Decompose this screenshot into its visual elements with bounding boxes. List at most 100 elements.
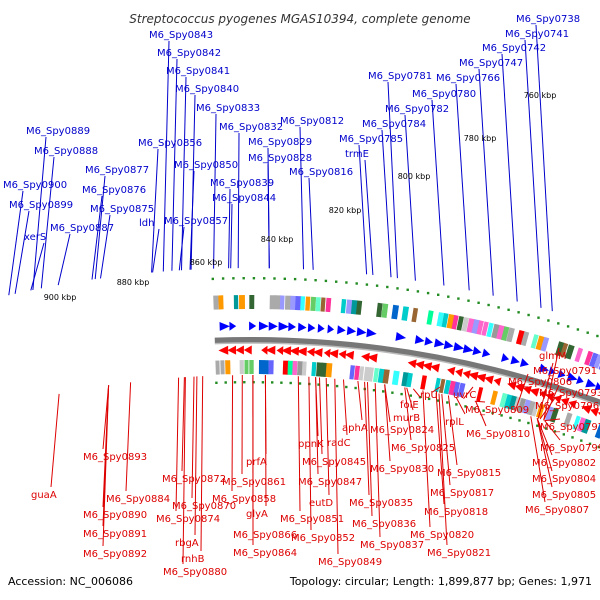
gene-label[interactable]: M6_Spy0817 bbox=[430, 488, 494, 499]
gene-label[interactable]: M6_Spy0900 bbox=[3, 180, 67, 191]
gene-label[interactable]: M6_Spy0781 bbox=[368, 71, 432, 82]
gene-label[interactable]: M6_Spy0832 bbox=[219, 122, 283, 133]
gene-label[interactable]: M6_Spy0796 bbox=[535, 401, 599, 412]
gene-label[interactable]: M6_Spy0810 bbox=[466, 429, 530, 440]
gene-label[interactable]: M6_Spy0841 bbox=[166, 66, 230, 77]
gene-label[interactable]: M6_Spy0791 bbox=[533, 366, 597, 377]
gene-label[interactable]: M6_Spy0888 bbox=[34, 146, 98, 157]
gene-label[interactable]: M6_Spy0833 bbox=[196, 103, 260, 114]
gene-label[interactable]: M6_Spy0837 bbox=[360, 540, 424, 551]
gene-label[interactable]: M6_Spy0849 bbox=[318, 557, 382, 568]
gene-label[interactable]: M6_Spy0875 bbox=[90, 204, 154, 215]
gene-label[interactable]: M6_Spy0830 bbox=[370, 464, 434, 475]
gene-label[interactable]: aphA bbox=[342, 423, 368, 434]
reverse-gene-arrow bbox=[338, 350, 347, 360]
gene-label[interactable]: M6_Spy0784 bbox=[362, 119, 426, 130]
gene-label[interactable]: rpU bbox=[420, 390, 438, 401]
gene-label[interactable]: M6_Spy0880 bbox=[163, 567, 227, 578]
label-leader-line bbox=[50, 393, 60, 488]
gene-label[interactable]: M6_Spy0804 bbox=[532, 474, 596, 485]
gene-label[interactable]: M6_Spy0899 bbox=[9, 200, 73, 211]
forward-cog-block bbox=[213, 295, 219, 310]
label-leader-line bbox=[94, 175, 106, 280]
gene-label[interactable]: M6_Spy0799 bbox=[540, 443, 600, 454]
reverse-cog-block bbox=[581, 418, 592, 434]
gene-label[interactable]: M6_Spy0802 bbox=[532, 458, 596, 469]
gene-label[interactable]: M6_Spy0836 bbox=[352, 519, 416, 530]
gene-label[interactable]: M6_Spy0877 bbox=[85, 165, 149, 176]
gene-label[interactable]: rplL bbox=[445, 417, 464, 428]
gene-label[interactable]: M6_Spy0821 bbox=[427, 548, 491, 559]
gene-label[interactable]: xerS bbox=[24, 232, 46, 243]
gene-label[interactable]: M6_Spy0887 bbox=[50, 223, 114, 234]
gene-label[interactable]: M6_Spy0876 bbox=[82, 185, 146, 196]
gene-label[interactable]: murB bbox=[393, 413, 420, 424]
gene-label[interactable]: M6_Spy0820 bbox=[410, 530, 474, 541]
gene-label[interactable]: glmM bbox=[539, 351, 567, 362]
gene-label[interactable]: M6_Spy0856 bbox=[138, 138, 202, 149]
gene-label[interactable]: M6_Spy0874 bbox=[156, 514, 220, 525]
gene-label[interactable]: radC bbox=[327, 438, 351, 449]
gene-label[interactable]: M6_Spy0812 bbox=[280, 116, 344, 127]
gene-label[interactable]: M6_Spy0828 bbox=[248, 153, 312, 164]
label-leader-line bbox=[267, 163, 270, 269]
gene-label[interactable]: M6_Spy0809 bbox=[465, 405, 529, 416]
gene-label[interactable]: M6_Spy0870 bbox=[172, 501, 236, 512]
gene-label[interactable]: M6_Spy0884 bbox=[106, 494, 170, 505]
gene-label[interactable]: M6_Spy0872 bbox=[162, 474, 226, 485]
label-leader-line bbox=[524, 39, 542, 308]
gene-label[interactable]: M6_Spy0842 bbox=[157, 48, 221, 59]
gene-label[interactable]: M6_Spy0807 bbox=[525, 505, 589, 516]
gene-label[interactable]: M6_Spy0806 bbox=[508, 377, 572, 388]
gene-label[interactable]: M6_Spy0825 bbox=[391, 443, 455, 454]
gene-label[interactable]: M6_Spy0840 bbox=[175, 84, 239, 95]
gene-label[interactable]: ppnK bbox=[298, 439, 324, 450]
gene-label[interactable]: M6_Spy0797 bbox=[540, 422, 600, 433]
gene-label[interactable]: M6_Spy0805 bbox=[532, 490, 596, 501]
gene-label[interactable]: M6_Spy0843 bbox=[149, 30, 213, 41]
gene-label[interactable]: M6_Spy0829 bbox=[248, 137, 312, 148]
gene-label[interactable]: M6_Spy0866 bbox=[233, 530, 297, 541]
gene-label[interactable]: M6_Spy0816 bbox=[289, 167, 353, 178]
gene-label[interactable]: M6_Spy0861 bbox=[222, 477, 286, 488]
gene-label[interactable]: M6_Spy0818 bbox=[424, 507, 488, 518]
gene-label[interactable]: trmE bbox=[345, 149, 369, 160]
gene-label[interactable]: M6_Spy0858 bbox=[212, 494, 276, 505]
gene-label[interactable]: M6_Spy0782 bbox=[385, 104, 449, 115]
gene-label[interactable]: prfA bbox=[246, 457, 267, 468]
gene-label[interactable]: M6_Spy0785 bbox=[339, 134, 403, 145]
gene-label[interactable]: glyA bbox=[246, 509, 268, 520]
gene-label[interactable]: uvrC bbox=[453, 390, 476, 401]
gene-label[interactable]: M6_Spy0824 bbox=[370, 425, 434, 436]
gene-label[interactable]: M6_Spy0780 bbox=[412, 89, 476, 100]
gene-label[interactable]: M6_Spy0889 bbox=[26, 126, 90, 137]
gene-label[interactable]: eutD bbox=[309, 498, 333, 509]
gene-label[interactable]: rnhB bbox=[181, 554, 205, 565]
gene-label[interactable]: M6_Spy0891 bbox=[83, 529, 147, 540]
gene-label[interactable]: ldh bbox=[139, 218, 154, 229]
gene-label[interactable]: M6_Spy0857 bbox=[164, 216, 228, 227]
gene-label[interactable]: M6_Spy0890 bbox=[83, 510, 147, 521]
gene-label[interactable]: M6_Spy0893 bbox=[83, 452, 147, 463]
gene-label[interactable]: M6_Spy0864 bbox=[233, 548, 297, 559]
gene-label[interactable]: M6_Spy0839 bbox=[210, 178, 274, 189]
gene-label[interactable]: guaA bbox=[31, 490, 57, 501]
gene-label[interactable]: M6_Spy0835 bbox=[349, 498, 413, 509]
gene-label[interactable]: rbgA bbox=[175, 538, 199, 549]
gene-label[interactable]: M6_Spy0844 bbox=[212, 193, 276, 204]
gene-label[interactable]: M6_Spy0850 bbox=[174, 160, 238, 171]
gene-label[interactable]: M6_Spy0766 bbox=[436, 73, 500, 84]
gene-label[interactable]: M6_Spy0747 bbox=[459, 58, 523, 69]
label-leader-line bbox=[308, 177, 314, 270]
gene-label[interactable]: M6_Spy0845 bbox=[302, 457, 366, 468]
gene-label[interactable]: folE bbox=[400, 400, 419, 411]
gene-label[interactable]: M6_Spy0738 bbox=[516, 14, 580, 25]
gene-label[interactable]: M6_Spy0851 bbox=[280, 514, 344, 525]
gene-label[interactable]: M6_Spy0741 bbox=[505, 29, 569, 40]
gene-label[interactable]: M6_Spy0742 bbox=[482, 43, 546, 54]
gene-label[interactable]: M6_Spy0892 bbox=[83, 549, 147, 560]
gene-label[interactable]: M6_Spy0852 bbox=[291, 533, 355, 544]
gene-label[interactable]: M6_Spy0793 bbox=[539, 388, 600, 399]
gene-label[interactable]: M6_Spy0847 bbox=[298, 477, 362, 488]
gene-label[interactable]: M6_Spy0815 bbox=[437, 468, 501, 479]
